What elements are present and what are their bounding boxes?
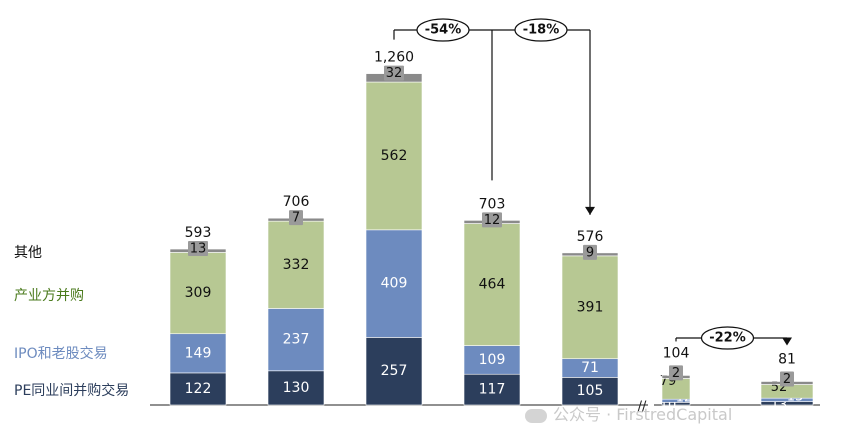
other-value-tag — [188, 241, 208, 257]
bar-segment — [267, 308, 325, 372]
bar-segment — [561, 255, 619, 360]
data-label: 332 — [283, 257, 310, 273]
data-label: 12 — [484, 213, 501, 228]
total-label: 1,260 — [374, 50, 414, 66]
data-label: 464 — [479, 277, 506, 293]
bar-segment — [463, 373, 521, 406]
other-value-tag — [289, 210, 303, 226]
other-value-tag — [583, 244, 597, 260]
growth-annotation-2: -18% — [523, 23, 560, 38]
annotation-arrowhead — [585, 206, 595, 215]
data-label: 122 — [185, 381, 212, 397]
growth-annotation-2-bubble — [514, 18, 568, 42]
bar-segment — [463, 223, 521, 346]
total-label: 104 — [663, 345, 690, 361]
watermark: 公众号 · FirstredCapital — [525, 401, 732, 425]
legend-label-pe: PE同业间并购交易 — [14, 383, 130, 399]
total-label: 703 — [479, 196, 506, 212]
data-label: 9 — [586, 245, 594, 260]
growth-annotation-3: -22% — [709, 331, 746, 346]
bar-segment — [267, 370, 325, 406]
data-label: 32 — [386, 66, 403, 81]
axis-break-mark: // — [638, 400, 647, 415]
data-label: 117 — [479, 382, 506, 398]
total-label: 593 — [185, 225, 212, 241]
wechat-icon — [525, 408, 547, 423]
bar-segment — [561, 377, 619, 406]
bar-segment — [169, 372, 227, 406]
growth-annotation-1: -54% — [425, 23, 462, 38]
data-label: 149 — [185, 345, 212, 361]
other-value-tag — [482, 212, 502, 228]
other-value-tag — [384, 65, 404, 81]
data-label: 105 — [577, 383, 604, 399]
bar-segment — [365, 81, 423, 231]
other-value-tag — [780, 371, 794, 387]
total-label: 576 — [577, 229, 604, 245]
data-label: 2 — [672, 366, 680, 381]
data-label: 2 — [783, 372, 791, 387]
data-label: 130 — [283, 380, 310, 396]
annotation-arrowhead — [782, 337, 792, 346]
bar-segment — [365, 229, 423, 338]
legend-label-other: 其他 — [14, 245, 42, 261]
data-label: 257 — [381, 363, 408, 379]
legend-label-industry-ma: 产业方并购 — [14, 288, 84, 304]
legend-label-ipo: IPO和老股交易 — [14, 346, 108, 362]
data-label: 13 — [190, 242, 207, 257]
other-value-tag — [669, 365, 683, 381]
bar-segment — [169, 252, 227, 335]
data-label: 309 — [185, 285, 212, 301]
data-label: 391 — [577, 299, 604, 315]
data-label: 562 — [381, 148, 408, 164]
bar-segment — [463, 345, 521, 375]
bar-segment — [169, 333, 227, 374]
growth-annotation-1-bubble — [416, 18, 470, 42]
data-label: 237 — [283, 332, 310, 348]
watermark-text: 公众号 · FirstredCapital — [553, 405, 733, 424]
data-label: 409 — [381, 276, 408, 292]
total-label: 706 — [283, 194, 310, 210]
bar-segment — [267, 220, 325, 309]
total-label: 81 — [778, 351, 796, 367]
data-label: 109 — [479, 352, 506, 368]
data-label: 71 — [581, 360, 599, 376]
growth-annotation-3-bubble — [700, 326, 755, 350]
data-label: 7 — [292, 211, 300, 226]
